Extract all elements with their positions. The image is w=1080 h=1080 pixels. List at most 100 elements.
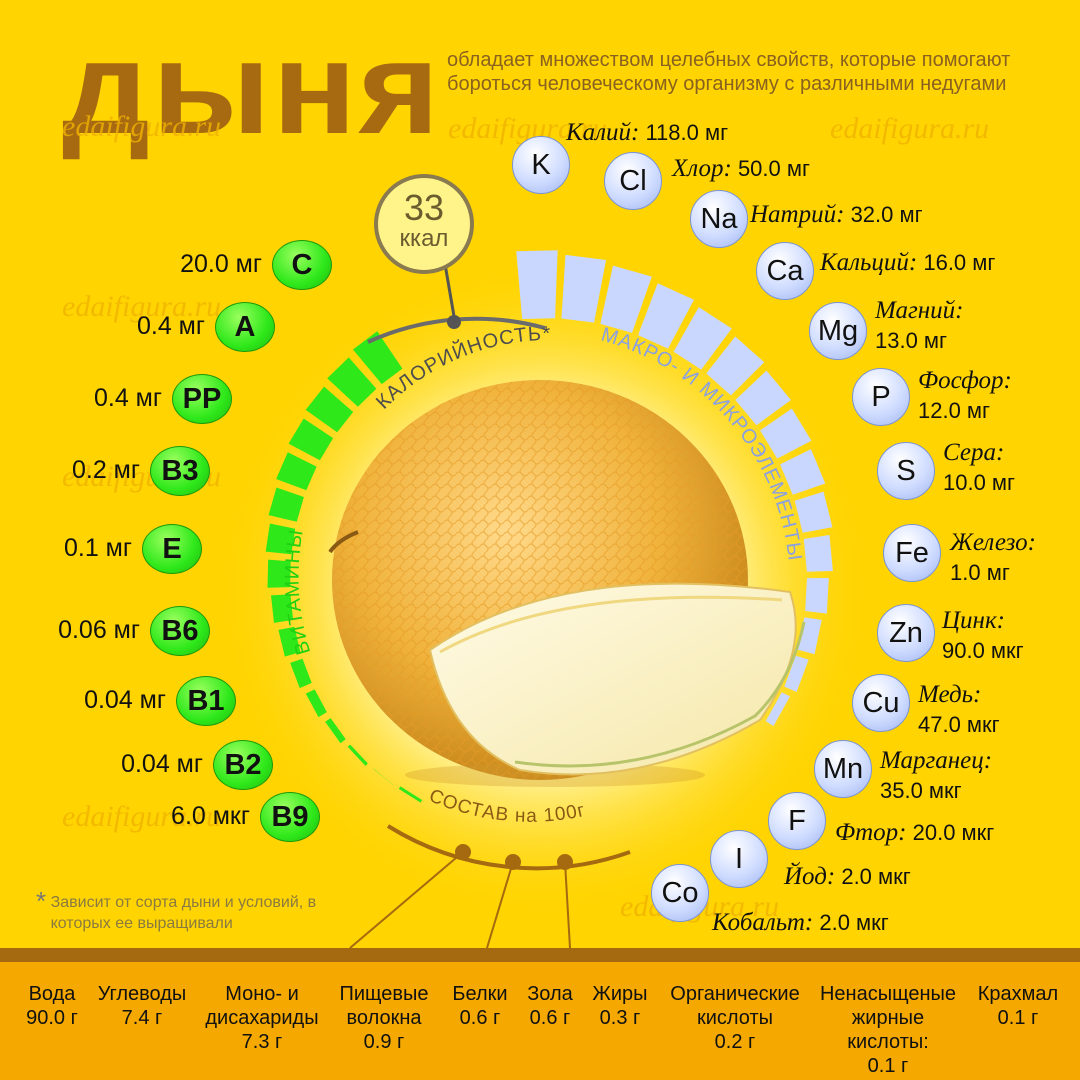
mineral-name: Кобальт: [712, 909, 814, 936]
composition-item: Крахмал 0.1 г [948, 982, 1080, 1030]
watermark: edaifigura.ru [62, 290, 222, 323]
composition-value: 0.1 г [997, 1007, 1039, 1029]
mineral-name: Магний: [875, 297, 964, 324]
mineral-name: Йод: [784, 863, 836, 890]
mineral-value: 1.0 мг [950, 560, 1010, 585]
mineral-co-label: Кобальт: 2.0 мкг [712, 908, 889, 938]
composition-name: Зола [527, 983, 573, 1005]
mineral-cl-label: Хлор: 50.0 мг [672, 154, 810, 184]
composition-value: 0.2 г [714, 1031, 756, 1053]
asterisk-icon: * [36, 886, 47, 916]
mineral-value: 20.0 мкг [912, 820, 995, 845]
mineral-bar [765, 692, 790, 727]
composition-item: Зола 0.6 г [480, 982, 620, 1030]
vitamin-b9-badge: B9 [260, 792, 320, 842]
mineral-zn-badge: Zn [877, 604, 935, 662]
watermark: edaifigura.ru [62, 800, 222, 833]
mineral-value: 118.0 мг [645, 120, 729, 145]
mineral-value: 50.0 мг [737, 156, 811, 181]
mineral-ca-label: Кальций: 16.0 мг [820, 248, 995, 278]
vitamin-bar [347, 744, 368, 766]
composition-band [0, 962, 1080, 1080]
composition-name: Крахмал [977, 983, 1059, 1005]
vitamin-b6-badge: B6 [150, 606, 210, 656]
mineral-bar [760, 408, 812, 459]
mineral-s-label: Сера: 10.0 мг [943, 438, 1015, 498]
watermark: edaifigura.ru [830, 112, 990, 145]
vitamin-a-value: 0.4 мг [136, 312, 205, 340]
mineral-bar [561, 254, 607, 323]
mineral-value: 10.0 мг [943, 470, 1016, 495]
composition-name: Жиры [592, 983, 648, 1005]
mineral-bar [516, 250, 558, 319]
mineral-mn-badge: Mn [814, 740, 872, 798]
vitamin-b1-value: 0.04 мг [84, 686, 166, 714]
mineral-name: Хлор: [672, 155, 732, 182]
composition-value: 0.6 г [529, 1007, 571, 1029]
vitamin-bar [352, 331, 403, 385]
vitamin-b3-value: 0.2 мг [71, 456, 140, 484]
vitamin-bars [265, 331, 423, 803]
mineral-name: Фосфор: [918, 367, 1012, 394]
vitamin-bar [278, 626, 301, 657]
mineral-i-label: Йод: 2.0 мкг [784, 862, 911, 892]
vitamin-bar [325, 718, 346, 744]
vitamin-bar [268, 487, 304, 522]
melon-illustration [328, 380, 806, 787]
page-title: дыня [62, 14, 442, 161]
mineral-bar [780, 449, 826, 495]
vitamin-bar [372, 768, 393, 785]
vitamin-b2-value: 0.04 мг [121, 750, 203, 778]
mineral-bars [516, 250, 833, 727]
vitamin-b2-badge: B2 [213, 740, 273, 790]
mineral-cu-label: Медь: 47.0 мкг [918, 680, 1000, 740]
vitamin-bar [288, 418, 334, 461]
mineral-k-label: Калий: 118.0 мг [566, 118, 728, 148]
vitamin-bar [267, 559, 291, 588]
mineral-k-badge: K [512, 136, 570, 194]
composition-value: 0.1 г [867, 1055, 909, 1077]
vitamin-bar [271, 594, 294, 623]
kcal-marker-dot [447, 315, 461, 329]
vitamin-bar [305, 386, 354, 433]
composition-name: Углеводы [97, 983, 187, 1005]
mineral-p-badge: P [852, 368, 910, 426]
mineral-bar [600, 265, 652, 333]
mineral-bar [735, 370, 791, 426]
mineral-name: Сера: [943, 439, 1005, 466]
vitamin-bar [265, 523, 296, 555]
mineral-co-badge: Co [651, 864, 709, 922]
composition-band-border [0, 948, 1080, 962]
mineral-value: 2.0 мкг [819, 910, 889, 935]
calories-unit: ккал [399, 225, 449, 252]
mineral-value: 90.0 мкг [942, 638, 1024, 663]
mineral-f-badge: F [768, 792, 826, 850]
vitamin-a-badge: A [215, 302, 275, 352]
mineral-na-label: Натрий: 32.0 мг [750, 200, 923, 230]
mineral-ca-badge: Ca [756, 242, 814, 300]
mineral-bar [803, 534, 833, 572]
mineral-name: Натрий: [750, 201, 845, 228]
composition-value: 7.4 г [121, 1007, 163, 1029]
vitamin-pp-value: 0.4 мг [93, 384, 162, 412]
mineral-cu-badge: Cu [852, 674, 910, 732]
vitamin-b6-value: 0.06 мг [58, 616, 140, 644]
mineral-bar [784, 655, 809, 693]
composition-value: 0.6 г [459, 1007, 501, 1029]
vitamin-b3-badge: B3 [150, 446, 210, 496]
footnote: * Зависит от сорта дыни и условий, в кот… [36, 888, 371, 934]
mineral-value: 47.0 мкг [918, 712, 1000, 737]
composition-value: 7.3 г [241, 1031, 283, 1053]
vitamin-bar [276, 452, 317, 491]
mineral-na-badge: Na [690, 190, 748, 248]
mineral-bar [805, 578, 829, 614]
composition-value: 0.9 г [363, 1031, 405, 1053]
mineral-bar [673, 307, 732, 370]
calories-value: 33 [403, 187, 445, 228]
footnote-text: Зависит от сорта дыни и условий, в котор… [50, 894, 317, 932]
vitamin-c-value: 20.0 мг [180, 250, 262, 278]
composition-item: Пищевые волокна 0.9 г [314, 982, 454, 1054]
mineral-f-label: Фтор: 20.0 мкг [835, 818, 994, 848]
mineral-bar [706, 336, 765, 396]
vitamin-e-badge: E [142, 524, 202, 574]
